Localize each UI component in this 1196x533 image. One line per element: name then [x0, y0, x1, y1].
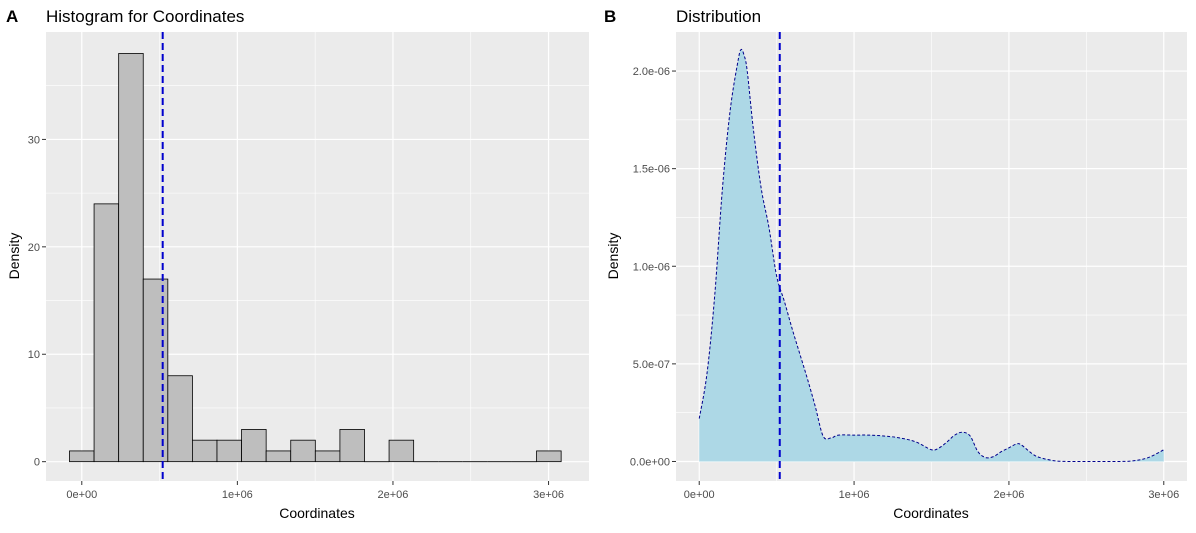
- x-tick-label: 3e+06: [533, 489, 564, 501]
- x-tick-label: 1e+06: [222, 489, 253, 501]
- histogram-bar: [314, 450, 341, 463]
- panel-a-x-ticks: 0e+00 1e+06 2e+06 3e+06: [66, 481, 564, 501]
- y-tick-label: 1.5e-06: [633, 164, 670, 176]
- histogram-bar: [536, 450, 562, 463]
- histogram-bar: [265, 450, 292, 463]
- panel-a-bars: [69, 32, 562, 481]
- histogram-bar: [339, 429, 365, 463]
- x-tick-label: 2e+06: [378, 489, 409, 501]
- histogram-bar: [69, 450, 95, 463]
- histogram-bar: [290, 439, 316, 463]
- panel-b-title: Distribution: [676, 7, 761, 26]
- panel-letter-a: A: [6, 7, 18, 26]
- y-tick-label: 5.0e-07: [633, 359, 670, 371]
- histogram-bar: [192, 439, 218, 463]
- panel-a: A Histogram for Coordinates 0 10 20 30 0e+0…: [6, 7, 589, 521]
- y-tick-label: 0.0e+00: [630, 456, 670, 468]
- histogram-bar: [142, 278, 169, 463]
- panel-a-y-ticks: 0 10 20 30: [28, 134, 46, 469]
- panel-a-y-axis-title: Density: [6, 233, 22, 280]
- x-tick-label: 0e+00: [66, 489, 97, 501]
- x-tick-label: 1e+06: [839, 489, 870, 501]
- histogram-bar: [241, 429, 267, 463]
- panel-b-x-ticks: 0e+00 1e+06 2e+06 3e+06: [684, 481, 1179, 501]
- histogram-bar: [93, 203, 120, 463]
- histogram-bar: [216, 439, 242, 463]
- panel-a-x-axis-title: Coordinates: [279, 505, 355, 521]
- x-tick-label: 0e+00: [684, 489, 715, 501]
- panel-letter-b: B: [604, 7, 616, 26]
- x-tick-label: 2e+06: [993, 489, 1024, 501]
- histogram-bar: [118, 53, 144, 463]
- y-tick-label: 30: [28, 134, 40, 146]
- histogram-bar: [167, 375, 193, 463]
- y-tick-label: 1.0e-06: [633, 261, 670, 273]
- y-tick-label: 0: [34, 457, 40, 469]
- density-curve: [698, 48, 1164, 463]
- y-tick-label: 2.0e-06: [633, 66, 670, 78]
- y-tick-label: 20: [28, 242, 40, 254]
- panel-b: B Distribution 0.0e+00 5.0e-07 1.0e-06 1.5e…: [604, 7, 1187, 521]
- panel-b-density: [698, 32, 1164, 481]
- panel-b-y-ticks: 0.0e+00 5.0e-07 1.0e-06 1.5e-06 2.0e-06: [630, 66, 676, 468]
- x-tick-label: 3e+06: [1148, 489, 1179, 501]
- panel-a-title: Histogram for Coordinates: [46, 7, 244, 26]
- panel-a-gridlines: [46, 32, 589, 481]
- density-area: [699, 49, 1164, 462]
- histogram-bar: [388, 439, 415, 463]
- panel-b-y-axis-title: Density: [605, 233, 621, 280]
- y-tick-label: 10: [28, 349, 40, 361]
- panel-b-x-axis-title: Coordinates: [893, 505, 969, 521]
